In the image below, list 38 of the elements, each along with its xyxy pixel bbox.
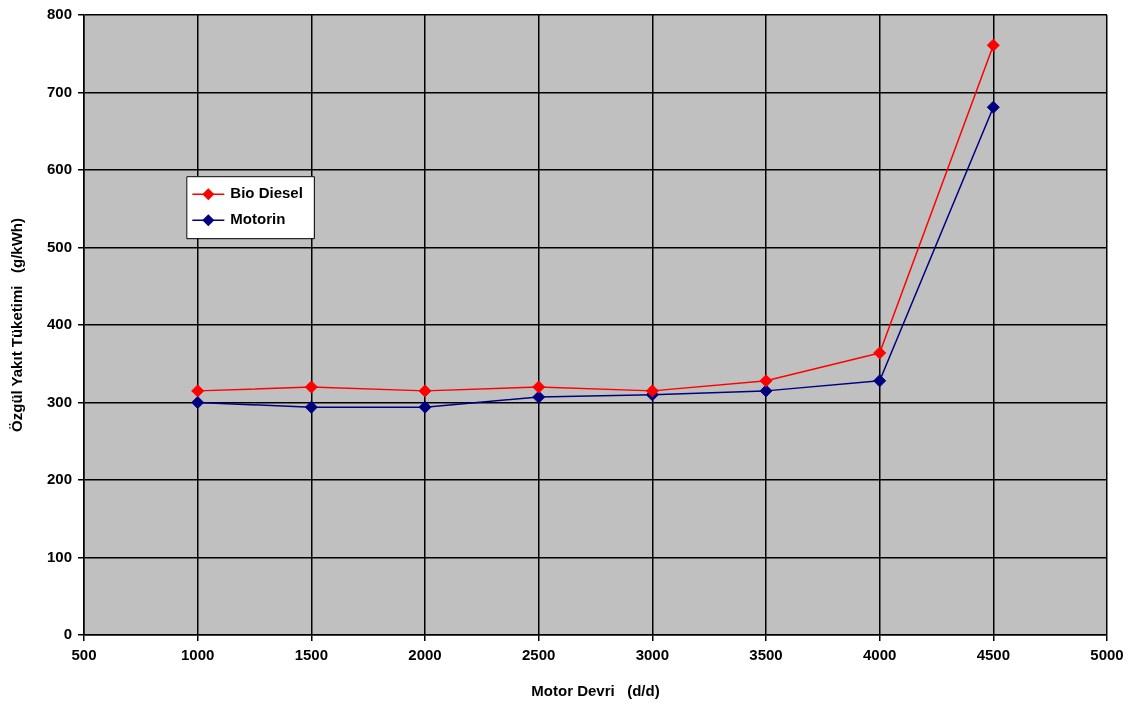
point — [418, 384, 432, 398]
y-tick-label: 200 — [47, 470, 73, 488]
x-tick-label: 1500 — [294, 646, 329, 664]
y-tick-label: 100 — [47, 547, 73, 565]
legend-label: Motorin — [230, 210, 286, 228]
y-tick-label: 300 — [47, 392, 73, 410]
point — [191, 396, 205, 409]
point — [304, 400, 318, 414]
x-tick-label: 1000 — [181, 646, 215, 664]
point — [532, 390, 546, 404]
point — [532, 380, 546, 394]
x-tick-label: 4500 — [976, 646, 1011, 664]
y-axis-title: Özgül Yakıt Tüketimi (g/kWh) — [8, 218, 26, 432]
y-tick-label: 500 — [47, 237, 73, 255]
x-tick-label: 2000 — [408, 646, 442, 664]
point — [191, 384, 205, 398]
point — [759, 374, 773, 388]
point — [759, 384, 773, 398]
y-tick-label: 600 — [47, 160, 73, 178]
point — [418, 400, 432, 414]
y-tick-label: 700 — [47, 82, 73, 100]
point — [986, 100, 1000, 114]
point — [873, 374, 887, 388]
x-axis-title: Motor Devri (d/d) — [531, 682, 660, 700]
x-tick-label: 2500 — [521, 646, 556, 664]
y-tick-label: 800 — [47, 5, 73, 23]
point — [645, 384, 659, 398]
y-tick-label: 0 — [63, 625, 73, 643]
x-tick-label: 5000 — [1090, 646, 1124, 664]
x-tick-label: 3000 — [635, 646, 670, 664]
x-tick-label: 500 — [71, 646, 97, 664]
point — [873, 346, 887, 360]
point — [986, 38, 1000, 52]
point — [304, 380, 318, 394]
x-tick-label: 3500 — [749, 646, 783, 664]
y-tick-label: 400 — [47, 315, 73, 333]
x-tick-label: 4000 — [862, 646, 897, 664]
legend-label: Bio Diesel — [230, 184, 303, 202]
